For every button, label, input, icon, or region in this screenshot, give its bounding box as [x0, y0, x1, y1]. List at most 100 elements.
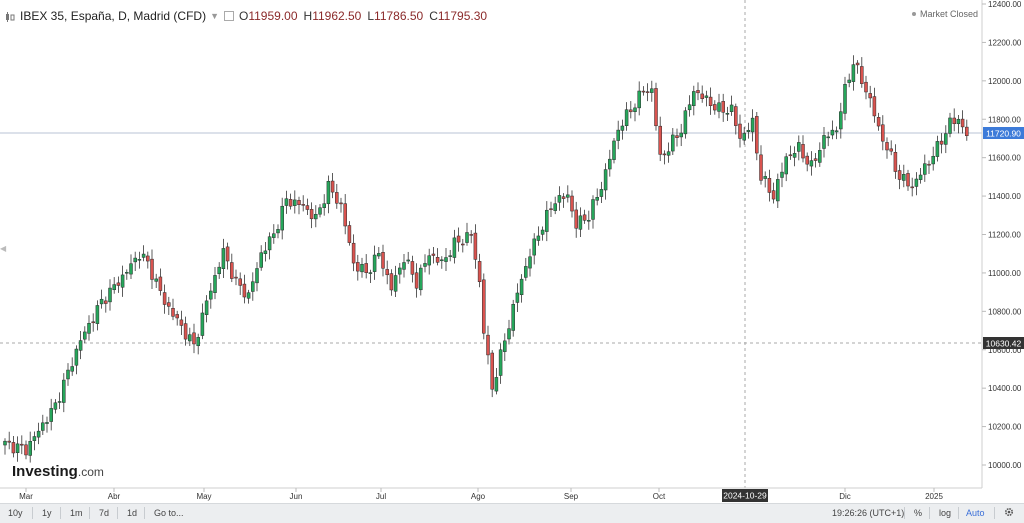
candle — [532, 233, 536, 265]
chevron-left-icon[interactable]: ◀ — [0, 244, 7, 253]
gear-icon[interactable] — [1004, 506, 1014, 520]
low-value: L11786.50 — [367, 9, 424, 23]
candle — [687, 95, 692, 117]
candle — [843, 76, 847, 121]
candle — [322, 194, 326, 216]
candle — [545, 201, 549, 242]
log-toggle[interactable]: log — [939, 508, 952, 518]
candle — [603, 163, 608, 200]
candle — [125, 269, 129, 280]
candle — [45, 416, 49, 433]
candles — [3, 55, 969, 463]
candle — [881, 115, 885, 151]
candle — [792, 146, 797, 167]
divider — [904, 507, 905, 519]
candle — [721, 93, 725, 122]
price-axis[interactable]: 12400.00 12200.00 12000.00 11800.00 11600.00… — [982, 0, 1022, 470]
auto-scale-toggle[interactable]: Auto — [966, 508, 985, 518]
divider — [958, 507, 959, 519]
candle — [24, 440, 28, 460]
range-1d-button[interactable]: 1d — [127, 508, 138, 518]
candle — [759, 145, 763, 185]
chevron-down-icon[interactable]: ▼ — [210, 11, 219, 21]
open-value: O11959.00 — [239, 9, 298, 23]
candle — [599, 181, 604, 204]
x-tick-label: Oct — [653, 492, 666, 501]
candle — [834, 126, 839, 140]
candle — [200, 303, 205, 340]
candle — [141, 245, 146, 262]
compare-checkbox[interactable] — [224, 11, 234, 21]
candle — [738, 114, 742, 148]
candle — [70, 357, 74, 376]
candle — [641, 86, 646, 96]
range-1y-button[interactable]: 1y — [42, 508, 52, 518]
candle — [813, 153, 818, 168]
candle — [629, 101, 633, 119]
candle — [330, 173, 335, 199]
candle — [549, 201, 553, 217]
candle — [851, 55, 856, 91]
candle — [196, 333, 200, 355]
crosshair-date-label: 2024-10-29 — [723, 491, 767, 501]
candle — [238, 272, 242, 295]
candle — [7, 431, 11, 450]
candle — [717, 93, 721, 119]
candle — [477, 253, 482, 288]
candle — [91, 313, 95, 332]
candle — [293, 190, 297, 214]
candle — [906, 169, 910, 191]
candle — [679, 123, 683, 147]
y-tick-label: 10000.00 — [988, 461, 1022, 470]
time-axis[interactable]: Mar Abr May Jun Jul Ago Sep Oct Dic 2025 — [19, 488, 943, 501]
range-1m-button[interactable]: 1m — [70, 508, 83, 518]
candle — [696, 82, 700, 101]
candle — [104, 296, 108, 313]
candle — [809, 151, 814, 176]
candle — [490, 350, 494, 398]
candle — [742, 127, 746, 145]
candle — [66, 363, 70, 386]
candle — [272, 224, 276, 244]
candle — [944, 125, 948, 154]
candle — [885, 137, 889, 159]
candle — [469, 230, 473, 244]
high-value: H11962.50 — [303, 9, 362, 23]
close-value: C11795.30 — [429, 9, 488, 23]
candle — [280, 197, 284, 240]
y-tick-label: 10800.00 — [988, 307, 1022, 316]
candle — [255, 262, 259, 292]
candle — [221, 238, 226, 278]
y-tick-label: 11800.00 — [988, 115, 1021, 124]
candle — [112, 277, 116, 294]
range-7d-button[interactable]: 7d — [99, 508, 110, 518]
candle — [11, 436, 16, 458]
candle — [746, 122, 751, 139]
candle — [582, 209, 587, 224]
y-tick-label: 10600.00 — [988, 346, 1022, 355]
candle — [729, 95, 734, 116]
percent-toggle[interactable]: % — [914, 508, 923, 518]
candle — [624, 102, 629, 131]
price-chart[interactable]: 12400.00 12200.00 12000.00 11800.00 11600.00… — [0, 0, 1024, 503]
divider — [89, 507, 90, 519]
candle — [57, 392, 62, 410]
candle — [188, 327, 192, 347]
candle — [305, 198, 310, 215]
candle — [15, 436, 20, 462]
candle — [927, 160, 931, 174]
candle — [776, 173, 780, 208]
candle — [578, 207, 583, 237]
candle — [259, 245, 263, 271]
symbol-name[interactable]: IBEX 35, España, D, Madrid (CFD) — [20, 9, 207, 23]
goto-button[interactable]: Go to... — [154, 508, 184, 518]
candle — [335, 183, 339, 209]
candle — [368, 269, 373, 284]
candle — [431, 247, 436, 264]
candle — [893, 144, 898, 179]
candle — [645, 83, 650, 102]
divider — [144, 507, 145, 519]
candle — [28, 431, 32, 463]
range-10y-button[interactable]: 10y — [8, 508, 23, 518]
candlestick-icon[interactable] — [4, 11, 16, 22]
